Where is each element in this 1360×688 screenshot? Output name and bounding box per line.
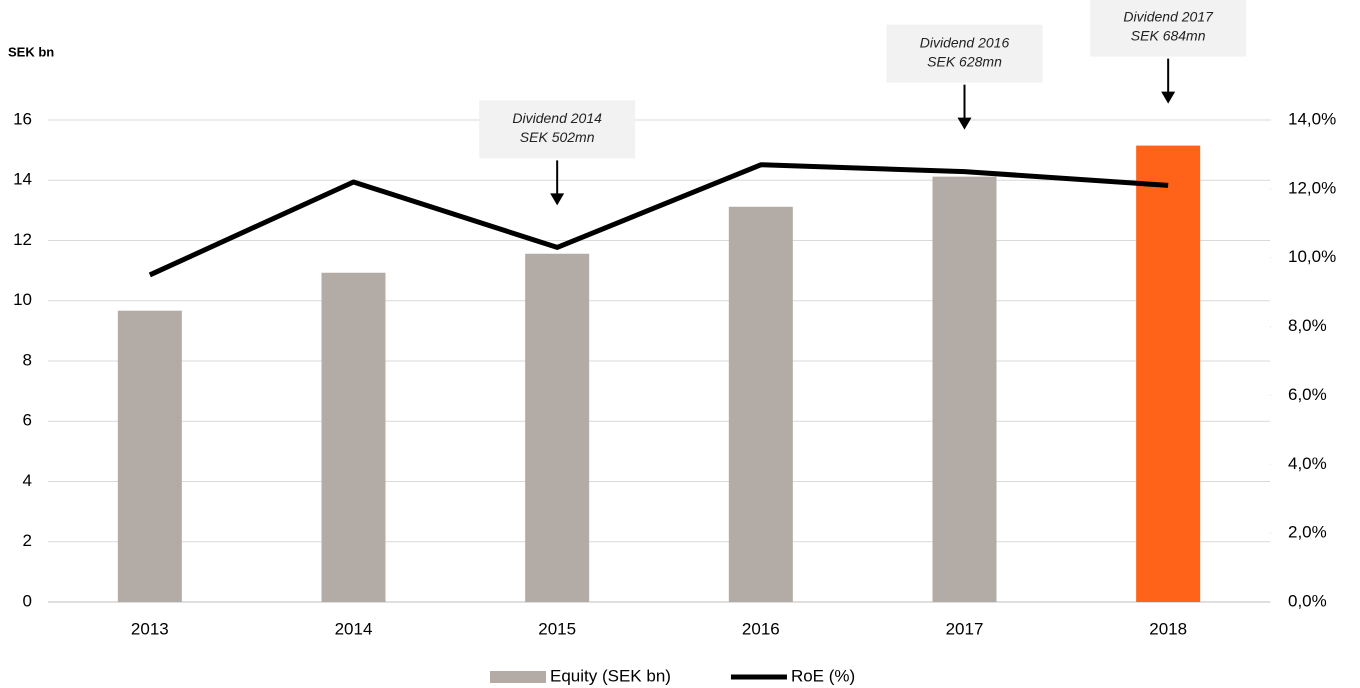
bar bbox=[321, 272, 386, 602]
annotation-text: Dividend 2016 bbox=[920, 34, 1010, 50]
y-tick-label: 16 bbox=[13, 109, 32, 128]
annotation-box bbox=[479, 100, 636, 159]
bar bbox=[117, 310, 182, 602]
y-tick-label: 8 bbox=[23, 350, 32, 369]
y2-tick-label: 0,0% bbox=[1288, 591, 1327, 610]
annotation-box bbox=[1090, 0, 1247, 57]
bar bbox=[1136, 145, 1201, 602]
x-tick-label: 2013 bbox=[131, 619, 169, 638]
legend-swatch bbox=[490, 671, 546, 683]
bar bbox=[525, 253, 590, 602]
annotation-arrowhead bbox=[550, 193, 565, 206]
x-tick-label: 2017 bbox=[946, 619, 984, 638]
y2-tick-label: 14,0% bbox=[1288, 109, 1336, 128]
y-tick-label: 6 bbox=[23, 411, 32, 430]
y-tick-label: 12 bbox=[13, 230, 32, 249]
annotation-arrowhead bbox=[1161, 91, 1176, 104]
y-tick-label: 4 bbox=[23, 471, 32, 490]
y-tick-label: 14 bbox=[13, 170, 32, 189]
y2-tick-label: 10,0% bbox=[1288, 247, 1336, 266]
y-tick-label: 2 bbox=[23, 531, 32, 550]
annotation-arrowhead bbox=[957, 117, 972, 130]
annotation-text: Dividend 2014 bbox=[512, 110, 602, 126]
bar bbox=[728, 206, 793, 602]
y2-tick-label: 12,0% bbox=[1288, 178, 1336, 197]
x-tick-label: 2015 bbox=[538, 619, 576, 638]
annotation-text: SEK 684mn bbox=[1131, 27, 1206, 43]
annotation-text: SEK 502mn bbox=[520, 129, 595, 145]
line bbox=[148, 162, 1169, 278]
y2-tick-label: 2,0% bbox=[1288, 523, 1327, 542]
legend-label: RoE (%) bbox=[791, 666, 855, 685]
annotation-box bbox=[886, 24, 1043, 83]
legend-label: Equity (SEK bn) bbox=[550, 666, 671, 685]
x-tick-label: 2014 bbox=[335, 619, 373, 638]
y-tick-label: 10 bbox=[13, 290, 32, 309]
y2-tick-label: 6,0% bbox=[1288, 385, 1327, 404]
y2-tick-label: 4,0% bbox=[1288, 454, 1327, 473]
y2-tick-label: 8,0% bbox=[1288, 316, 1327, 335]
bar bbox=[932, 176, 997, 602]
x-tick-label: 2018 bbox=[1149, 619, 1187, 638]
x-tick-label: 2016 bbox=[742, 619, 780, 638]
annotation-text: Dividend 2017 bbox=[1123, 8, 1214, 24]
y-axis-title: SEK bn bbox=[8, 44, 54, 59]
y-tick-label: 0 bbox=[23, 591, 32, 610]
annotation-text: SEK 628mn bbox=[927, 53, 1002, 69]
